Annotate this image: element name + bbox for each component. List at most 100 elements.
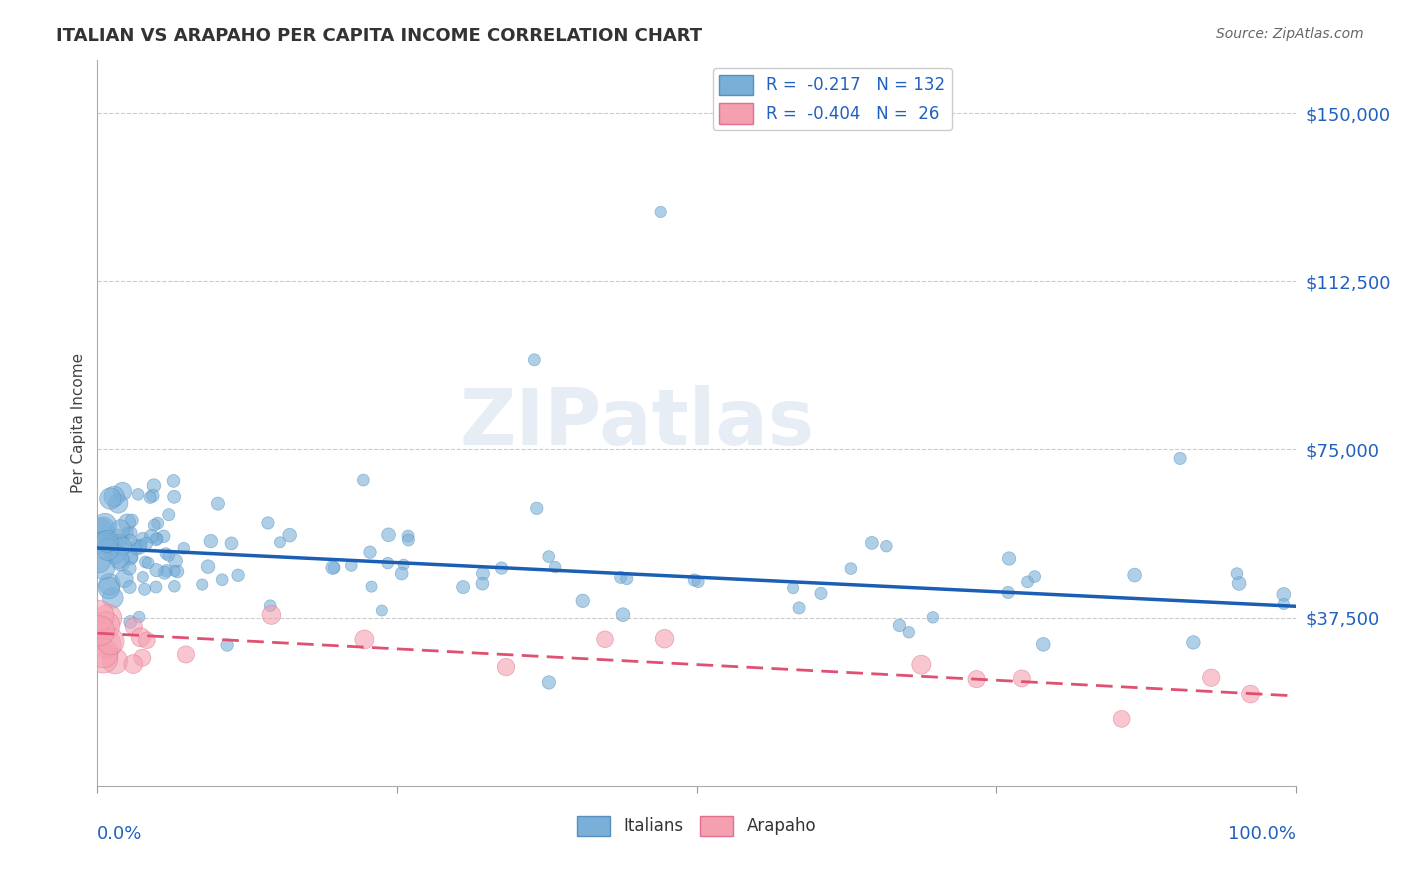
Point bbox=[1272, 597, 1295, 611]
Point bbox=[217, 638, 239, 652]
Point bbox=[392, 558, 415, 572]
Point bbox=[260, 607, 283, 622]
Point bbox=[120, 551, 142, 566]
Point bbox=[495, 660, 517, 674]
Point bbox=[191, 577, 214, 591]
Point bbox=[108, 537, 131, 551]
Point bbox=[93, 561, 115, 575]
Point bbox=[132, 570, 155, 584]
Point bbox=[897, 625, 920, 640]
Point bbox=[360, 580, 382, 594]
Point bbox=[352, 473, 374, 487]
Point bbox=[1239, 687, 1261, 701]
Point bbox=[142, 489, 165, 503]
Point bbox=[537, 675, 560, 690]
Point bbox=[683, 573, 706, 587]
Point bbox=[650, 205, 672, 219]
Point bbox=[860, 536, 883, 550]
Point bbox=[135, 537, 157, 551]
Point bbox=[120, 615, 142, 629]
Point bbox=[135, 633, 157, 648]
Point bbox=[134, 582, 156, 597]
Point bbox=[120, 549, 142, 564]
Point bbox=[396, 529, 419, 543]
Point bbox=[104, 654, 127, 668]
Point bbox=[1032, 637, 1054, 651]
Point bbox=[134, 555, 156, 569]
Point bbox=[97, 581, 120, 595]
Point bbox=[998, 551, 1021, 566]
Point bbox=[129, 631, 152, 645]
Point bbox=[108, 551, 131, 566]
Point bbox=[1272, 587, 1295, 601]
Point bbox=[910, 657, 932, 672]
Point bbox=[89, 624, 111, 638]
Point bbox=[997, 585, 1019, 599]
Point bbox=[110, 555, 132, 569]
Point bbox=[155, 564, 177, 578]
Point bbox=[340, 558, 363, 573]
Point bbox=[98, 491, 121, 506]
Point bbox=[128, 610, 150, 624]
Point bbox=[125, 538, 148, 552]
Point bbox=[103, 490, 125, 504]
Point bbox=[157, 549, 180, 563]
Point bbox=[1123, 568, 1146, 582]
Point bbox=[471, 566, 494, 581]
Point bbox=[107, 496, 129, 510]
Point bbox=[226, 568, 249, 582]
Point bbox=[165, 554, 187, 568]
Text: ZIPatlas: ZIPatlas bbox=[460, 384, 814, 460]
Point bbox=[166, 565, 188, 579]
Point bbox=[96, 534, 118, 549]
Point bbox=[839, 561, 862, 575]
Point bbox=[107, 532, 129, 546]
Point bbox=[136, 556, 159, 570]
Point bbox=[97, 611, 120, 625]
Point bbox=[94, 618, 117, 632]
Point bbox=[152, 529, 174, 543]
Point bbox=[523, 352, 546, 367]
Point bbox=[593, 632, 616, 647]
Point bbox=[143, 518, 166, 533]
Point bbox=[391, 566, 413, 581]
Point bbox=[278, 528, 301, 542]
Y-axis label: Per Capita Income: Per Capita Income bbox=[72, 352, 86, 492]
Point bbox=[207, 497, 229, 511]
Point bbox=[127, 487, 149, 501]
Point bbox=[1182, 635, 1205, 649]
Point bbox=[91, 521, 114, 535]
Point bbox=[112, 572, 135, 586]
Point bbox=[609, 570, 631, 584]
Point bbox=[322, 560, 344, 574]
Point bbox=[173, 541, 195, 556]
Legend: Italians, Arapaho: Italians, Arapaho bbox=[569, 809, 823, 843]
Point bbox=[1168, 451, 1191, 466]
Point bbox=[612, 607, 634, 622]
Point bbox=[537, 549, 560, 564]
Point bbox=[259, 599, 281, 613]
Point bbox=[211, 573, 233, 587]
Point bbox=[526, 501, 548, 516]
Point bbox=[101, 537, 124, 551]
Point bbox=[269, 535, 291, 549]
Point bbox=[94, 517, 117, 532]
Point bbox=[163, 579, 186, 593]
Point bbox=[111, 484, 134, 499]
Point bbox=[571, 594, 593, 608]
Point bbox=[688, 574, 710, 589]
Point bbox=[100, 634, 122, 648]
Point bbox=[125, 541, 148, 556]
Point bbox=[145, 533, 167, 547]
Point bbox=[129, 538, 152, 552]
Point bbox=[157, 508, 180, 522]
Point bbox=[810, 586, 832, 600]
Point bbox=[122, 657, 145, 671]
Point bbox=[257, 516, 280, 530]
Point bbox=[115, 516, 138, 530]
Point bbox=[139, 491, 162, 505]
Point bbox=[889, 618, 911, 632]
Point bbox=[200, 534, 222, 549]
Point bbox=[141, 529, 163, 543]
Point bbox=[96, 637, 118, 651]
